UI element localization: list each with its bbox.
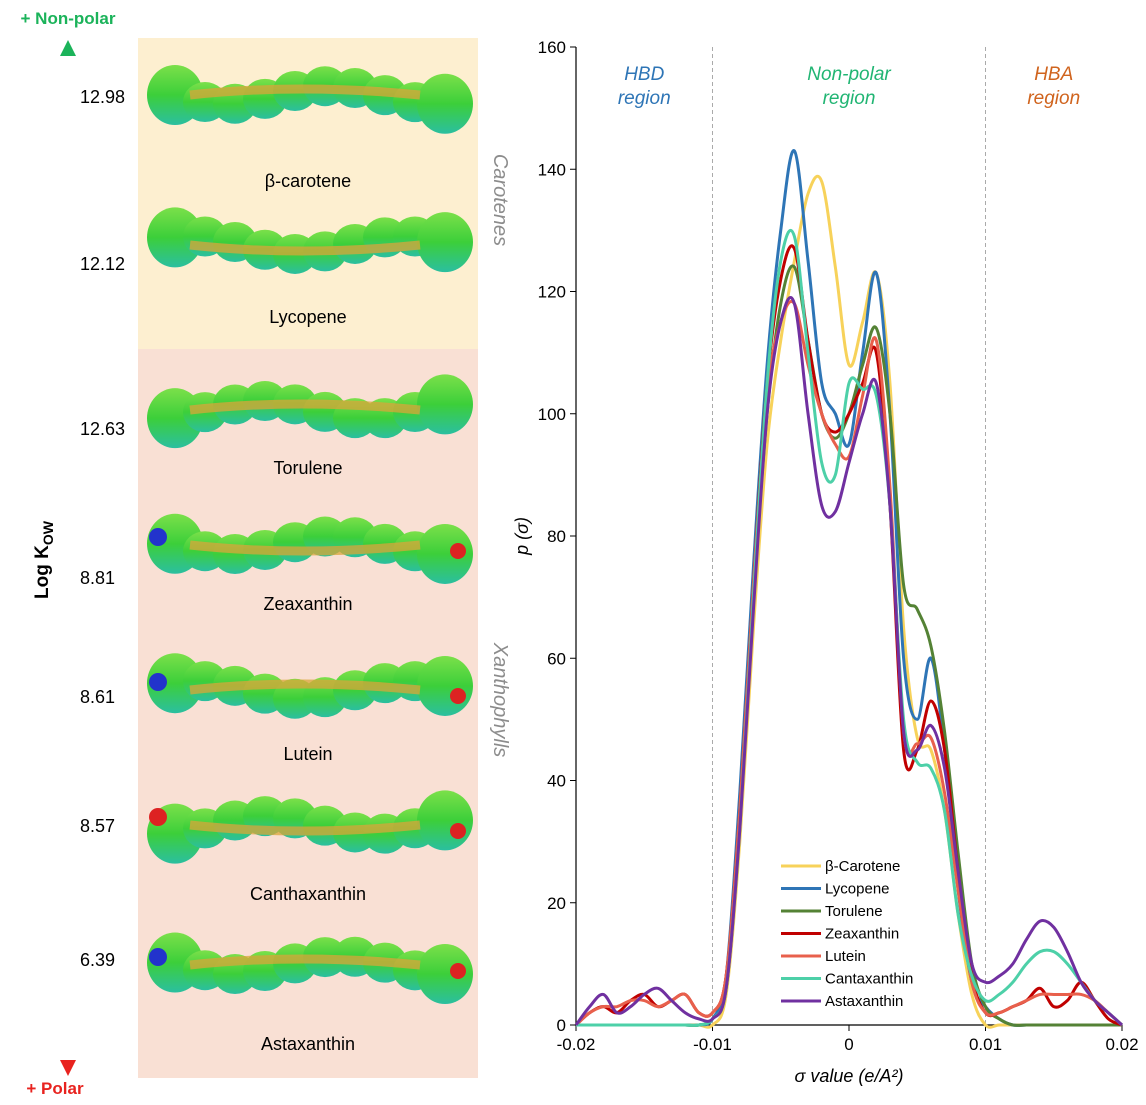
log-kow-value: 12.12	[80, 254, 125, 274]
surface-lobe	[417, 790, 473, 850]
y-tick-label: 100	[538, 405, 566, 424]
surface-lobe	[417, 374, 473, 434]
y-tick-label: 20	[547, 894, 566, 913]
bottom-label: + Polar	[26, 1079, 84, 1098]
arrow-head-bottom	[60, 1060, 76, 1076]
molecule-name: Canthaxanthin	[250, 884, 366, 904]
region-annotation: region	[618, 88, 671, 109]
y-tick-label: 60	[547, 649, 566, 668]
y-tick-label: 160	[538, 38, 566, 57]
surface-lobe	[417, 74, 473, 134]
y-tick-label: 140	[538, 160, 566, 179]
x-axis-title: σ value (e/A²)	[795, 1066, 904, 1086]
log-kow-value: 8.61	[80, 687, 115, 707]
top-label: + Non-polar	[21, 9, 116, 28]
y-tick-label: 0	[557, 1016, 566, 1035]
polar-group	[450, 963, 466, 979]
series-line	[576, 176, 1122, 1027]
surface-lobe	[417, 656, 473, 716]
log-kow-value: 8.57	[80, 816, 115, 836]
polar-group	[149, 673, 167, 691]
log-kow-main: Log K	[32, 545, 53, 599]
legend-label: Astaxanthin	[825, 993, 903, 1010]
legend-label: Zeaxanthin	[825, 926, 899, 943]
polar-group	[149, 528, 167, 546]
x-tick-label: -0.01	[693, 1035, 732, 1054]
log-kow-value: 8.81	[80, 568, 115, 588]
group-label: Xanthophylls	[489, 642, 511, 758]
polar-group	[149, 808, 167, 826]
y-tick-label: 80	[547, 527, 566, 546]
region-annotation: region	[823, 88, 876, 109]
y-tick-label: 40	[547, 772, 566, 791]
x-tick-label: 0.01	[969, 1035, 1002, 1054]
molecule-name: Zeaxanthin	[263, 594, 352, 614]
molecule-name: β-carotene	[265, 171, 351, 191]
molecule-name: Astaxanthin	[261, 1034, 355, 1054]
figure: + Non-polar + Polar Log KOW Carotenes β-c…	[0, 0, 1146, 1100]
y-tick-label: 120	[538, 283, 566, 302]
molecule-name: Lycopene	[269, 307, 346, 327]
region-annotation: region	[1027, 88, 1080, 109]
polar-group	[450, 823, 466, 839]
arrow-head-top	[60, 40, 76, 56]
region-annotation: HBD	[624, 64, 664, 85]
log-kow-sub: OW	[40, 520, 56, 545]
legend-label: Cantaxanthin	[825, 971, 913, 988]
group-label: Carotenes	[489, 154, 511, 246]
region-annotation: HBA	[1034, 64, 1073, 85]
x-tick-label: 0.02	[1105, 1035, 1138, 1054]
legend-label: Torulene	[825, 903, 883, 920]
page: { "left_panel": { "top_label": "+ Non-po…	[0, 0, 1146, 1100]
region-annotation: Non-polar	[807, 64, 891, 85]
molecule-name: Torulene	[273, 458, 342, 478]
molecule-name: Lutein	[283, 744, 332, 764]
legend-label: Lutein	[825, 948, 866, 965]
polar-group	[149, 948, 167, 966]
log-kow-value: 6.39	[80, 950, 115, 970]
log-kow-value: 12.63	[80, 419, 125, 439]
y-axis-title: p (σ)	[512, 517, 532, 556]
polar-group	[450, 543, 466, 559]
surface-lobe	[417, 212, 473, 272]
x-tick-label: -0.02	[557, 1035, 596, 1054]
legend-label: β-Carotene	[825, 858, 900, 875]
legend-label: Lycopene	[825, 881, 890, 898]
x-tick-label: 0	[844, 1035, 853, 1054]
chart: HBD region Non-polar region HBA region 0 20 40 60…	[512, 38, 1139, 1086]
log-kow-label: Log KOW	[32, 520, 56, 599]
log-kow-value: 12.98	[80, 87, 125, 107]
polar-group	[450, 688, 466, 704]
